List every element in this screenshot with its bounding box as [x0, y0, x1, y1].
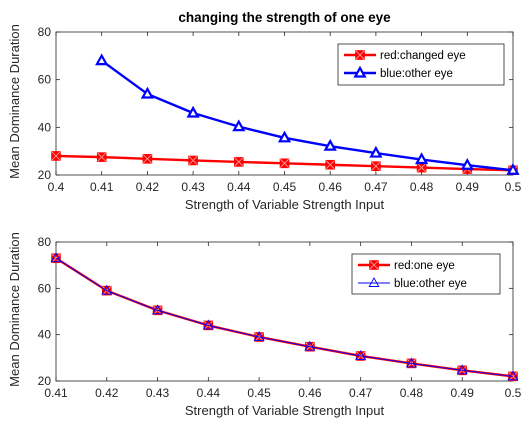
legend: red:changed eye blue:other eye	[337, 43, 505, 86]
data-point	[152, 304, 164, 315]
data-point	[405, 357, 417, 368]
chart-title: changing the strength of one eye	[178, 10, 391, 25]
data-point-x	[234, 157, 244, 167]
data-point	[277, 130, 292, 143]
series-line	[55, 257, 514, 377]
data-point	[460, 157, 474, 170]
y-tick-label: 60	[38, 73, 52, 87]
x-tick-label: 0.45	[247, 386, 271, 400]
data-point-x	[97, 152, 107, 162]
x-axis-label: Strength of Variable Strength Input	[185, 197, 385, 212]
x-tick-label: 0.5	[505, 386, 522, 400]
x-tick-label: 0.43	[181, 180, 205, 194]
x-tick-label: 0.46	[319, 180, 343, 194]
legend-marker	[353, 65, 367, 78]
series-2	[95, 53, 520, 175]
legend-entry: red:one eye	[394, 260, 455, 272]
y-tick-label: 40	[38, 328, 52, 342]
data-point-x	[142, 154, 152, 164]
y-axis-label: Mean Dominance Duration	[7, 232, 22, 387]
data-point	[507, 370, 519, 381]
data-point	[414, 152, 429, 165]
legend-box	[337, 43, 505, 86]
data-point	[140, 86, 155, 99]
data-point	[232, 119, 246, 132]
x-tick-label: 0.49	[456, 180, 480, 194]
data-point	[369, 145, 383, 158]
legend: red:one eye blue:other eye	[351, 253, 501, 295]
data-point	[202, 319, 214, 330]
data-point	[506, 162, 520, 175]
x-tick-label: 0.48	[400, 386, 424, 400]
x-tick-label: 0.43	[146, 386, 170, 400]
data-point	[186, 105, 200, 118]
data-point-x	[325, 160, 335, 170]
x-tick-label: 0.42	[136, 180, 160, 194]
data-point	[323, 138, 337, 151]
x-axis-label: Strength of Variable Strength Input	[185, 403, 385, 418]
y-tick-label: 20	[38, 374, 52, 388]
x-tick-label: 0.44	[227, 180, 251, 194]
chart-panel-1: 0.4 0.41 0.42 0.43 0.44 0.45 0.46 0.47 0.48 0.49 0…	[7, 10, 522, 212]
data-point-x	[279, 158, 290, 168]
x-tick-label: 0.49	[451, 386, 475, 400]
x-tick-label: 0.4	[48, 180, 65, 194]
y-tick-label: 60	[38, 281, 52, 295]
x-tick-label: 0.47	[349, 386, 373, 400]
series-line	[100, 59, 514, 172]
x-tick-label: 0.5	[505, 180, 522, 194]
series-2	[50, 252, 519, 381]
data-point	[456, 364, 468, 375]
x-tick-label: 0.42	[95, 386, 119, 400]
data-point	[253, 331, 265, 341]
y-tick-label: 40	[38, 120, 52, 134]
x-tick-label: 0.47	[364, 180, 388, 194]
legend-entry: red:changed eye	[380, 50, 466, 62]
legend-marker	[368, 277, 380, 287]
data-point	[101, 284, 113, 295]
y-tick-label: 20	[38, 168, 52, 182]
legend-marker-x	[369, 260, 379, 270]
data-point	[50, 252, 62, 263]
legend-entry: blue:other eye	[394, 278, 467, 290]
x-tick-label: 0.48	[410, 180, 434, 194]
x-tick-label: 0.46	[298, 386, 322, 400]
x-tick-label: 0.44	[197, 386, 221, 400]
legend-marker-x	[355, 50, 365, 60]
data-point	[95, 53, 109, 66]
x-tick-label: 0.41	[90, 180, 114, 194]
chart-panel-2: 0.41 0.42 0.43 0.44 0.45 0.46 0.47 0.48 0.49 0.5 2…	[7, 232, 522, 418]
data-point	[355, 350, 367, 360]
data-point	[304, 340, 316, 351]
x-tick-label: 0.45	[273, 180, 297, 194]
y-axis-label: Mean Dominance Duration	[7, 24, 22, 179]
data-point-x	[417, 163, 427, 173]
x-tick-label: 0.41	[44, 386, 68, 400]
data-point-x	[51, 151, 61, 161]
data-point-x	[371, 161, 381, 171]
data-point-x	[508, 371, 518, 381]
y-tick-label: 80	[38, 25, 52, 39]
data-point-x	[188, 155, 198, 165]
legend-entry: blue:other eye	[380, 68, 453, 80]
y-tick-label: 80	[38, 235, 52, 249]
